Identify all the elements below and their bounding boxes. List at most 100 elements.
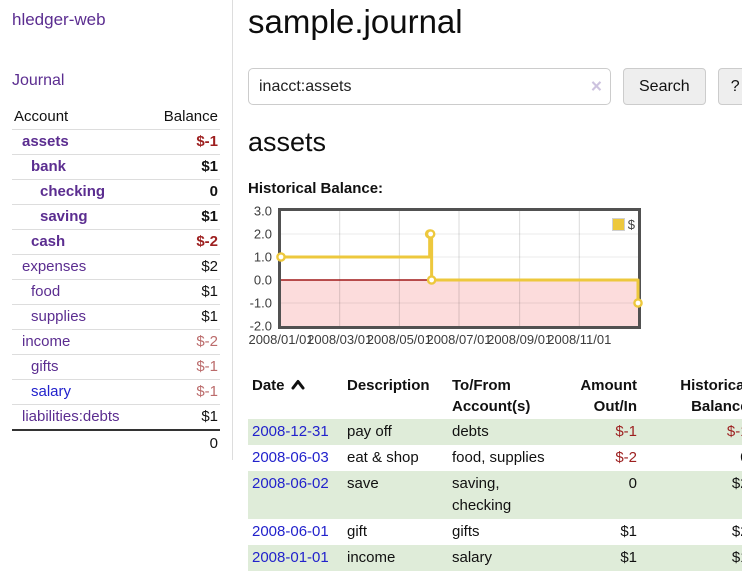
transaction-description: eat & shop — [347, 449, 419, 466]
register-header-description: Description — [347, 377, 430, 394]
account-link[interactable]: bank — [31, 158, 67, 175]
register-table: Date Description To/From Account(s) Amount … — [248, 373, 742, 571]
transaction-amount: $-2 — [615, 449, 637, 466]
account-balance: $-1 — [196, 133, 218, 150]
register-table-body: 2008-12-31 pay off debts $-1 $-1 2008-06-03 ea… — [248, 419, 742, 571]
account-row: income $-2 — [12, 329, 220, 355]
account-link[interactable]: saving — [40, 208, 88, 225]
chart-legend: $ — [611, 217, 635, 232]
transaction-date-link[interactable]: 2008-12-31 — [252, 423, 329, 440]
account-link[interactable]: expenses — [22, 258, 87, 275]
legend-label: $ — [627, 217, 635, 232]
y-axis-label: -2.0 — [249, 318, 272, 334]
account-link[interactable]: food — [31, 283, 61, 300]
journal-link[interactable]: Journal — [12, 72, 65, 89]
data-point-marker — [633, 298, 643, 308]
transaction-accounts: food, supplies — [452, 449, 545, 466]
transaction-accounts: saving, checking — [452, 475, 512, 514]
account-balance: $-1 — [196, 358, 218, 375]
accounts-header-balance: Balance — [163, 108, 218, 125]
register-row: 2008-01-01 income salary $1 $1 — [248, 545, 742, 571]
account-heading: assets — [248, 127, 327, 157]
balance-chart: 3.0 2.0 1.0 0.0 -1.0 -2.0 $ 2008/01/01 2008/03… — [248, 204, 742, 349]
x-axis-label: 2008/01/01 — [248, 332, 314, 347]
account-row: checking 0 — [12, 179, 220, 205]
legend-swatch-icon — [611, 218, 625, 231]
account-row: assets $-1 — [12, 129, 220, 155]
account-balance: $1 — [201, 283, 218, 300]
x-axis: 2008/01/01 2008/03/01 2008/05/01 2008/07/01… — [248, 329, 742, 349]
register-row: 2008-06-03 eat & shop food, supplies $-20 — [248, 445, 742, 471]
transaction-amount: 0 — [628, 475, 637, 492]
register-header-date[interactable]: Date — [248, 373, 343, 419]
account-row: food $1 — [12, 279, 220, 305]
data-point-marker — [426, 275, 437, 285]
search-button[interactable]: Search — [623, 68, 706, 105]
account-link[interactable]: income — [22, 333, 71, 350]
account-balance: $-1 — [196, 383, 218, 400]
account-row: liabilities:debts $1 — [12, 404, 220, 431]
account-link[interactable]: liabilities:debts — [22, 408, 120, 425]
transaction-date-link[interactable]: 2008-06-03 — [252, 449, 329, 466]
transaction-date-link[interactable]: 2008-06-01 — [252, 523, 329, 540]
transaction-date-link[interactable]: 2008-01-01 — [252, 549, 329, 566]
account-link[interactable]: checking — [40, 183, 106, 200]
account-link[interactable]: assets — [22, 133, 69, 150]
transaction-date-link[interactable]: 2008-06-02 — [252, 475, 329, 492]
account-balance: $1 — [201, 208, 218, 225]
clear-search-icon[interactable]: × — [590, 76, 602, 97]
chart-plot-frame: $ — [276, 208, 643, 329]
transaction-amount: $1 — [620, 523, 637, 540]
transaction-amount: $-1 — [615, 423, 637, 440]
accounts-header-account: Account — [14, 108, 69, 125]
register-header-balance: Historical Balance — [680, 377, 742, 415]
sidebar: hledger-web Journal Account Balance asse… — [0, 0, 233, 460]
y-axis-label: 1.0 — [253, 249, 272, 265]
app-title-link[interactable]: hledger-web — [12, 10, 106, 29]
accounts-header-row: Account Balance — [12, 106, 220, 130]
search-help-button[interactable]: ? — [717, 68, 742, 105]
register-row: 2008-06-01 gift gifts $1 $2 — [248, 519, 742, 545]
balance-chart-svg — [276, 211, 643, 326]
register-header-row: Date Description To/From Account(s) Amount … — [248, 373, 742, 419]
register-header-accounts: To/From Account(s) — [452, 377, 531, 415]
register-row: 2008-12-31 pay off debts $-1 $-1 — [248, 419, 742, 445]
account-balance: 0 — [209, 183, 218, 200]
accounts-total-spacer — [12, 429, 148, 456]
account-link[interactable]: gifts — [31, 358, 59, 375]
accounts-table-body: assets $-1 bank $1 checking 0 saving $1 cash $-2 e… — [12, 129, 220, 431]
account-row: expenses $2 — [12, 254, 220, 280]
negative-region — [281, 280, 638, 326]
transaction-balance: $2 — [731, 523, 742, 540]
transaction-balance: $-1 — [726, 423, 742, 440]
y-axis-label: -1.0 — [249, 295, 272, 311]
account-link[interactable]: cash — [31, 233, 66, 250]
transaction-description: gift — [347, 523, 368, 540]
transaction-accounts: salary — [452, 549, 493, 566]
account-row: bank $1 — [12, 154, 220, 180]
account-link[interactable]: salary — [31, 383, 72, 400]
data-point-marker — [425, 229, 436, 239]
main-content: sample.journal × Search ? assets Histori… — [233, 0, 742, 581]
search-input[interactable] — [248, 68, 611, 105]
account-row: saving $1 — [12, 204, 220, 230]
register-header-amount: Amount Out/In — [580, 377, 637, 415]
x-axis-label: 2008/07/01 — [426, 332, 492, 347]
y-axis-label: 3.0 — [253, 203, 272, 219]
account-row: salary $-1 — [12, 379, 220, 405]
accounts-total-row: 0 — [12, 429, 220, 456]
search-form: × Search ? — [248, 68, 742, 105]
transaction-balance: 0 — [641, 445, 742, 471]
x-axis-label: 2008/03/01 — [307, 332, 373, 347]
transaction-description: income — [347, 549, 396, 566]
page-title: sample.journal — [248, 3, 463, 40]
account-row: cash $-2 — [12, 229, 220, 255]
transaction-description: pay off — [347, 423, 392, 440]
x-axis-label: 2008/11/01 — [547, 332, 612, 347]
transaction-balance: $2 — [731, 475, 742, 492]
account-link[interactable]: supplies — [31, 308, 87, 325]
y-axis-label: 0.0 — [253, 272, 272, 288]
account-balance: $1 — [201, 308, 218, 325]
account-balance: $-2 — [196, 333, 218, 350]
